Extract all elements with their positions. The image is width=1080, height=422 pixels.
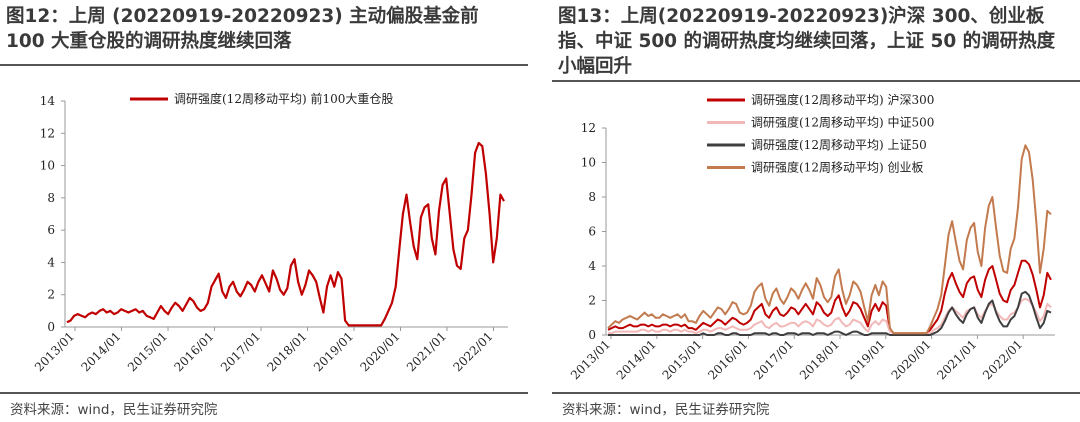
x-tick-label: 2019/01: [311, 329, 356, 374]
x-tick-label: 2022/01: [450, 329, 495, 374]
left-source-rule: [0, 392, 528, 394]
x-tick-label: 2017/01: [218, 329, 263, 374]
y-tick-label: 4: [588, 259, 596, 273]
x-tick-label: 2016/01: [705, 337, 750, 382]
x-tick-label: 2014/01: [78, 329, 123, 374]
x-tick-label: 2016/01: [171, 329, 216, 374]
x-tick-label: 2018/01: [264, 329, 309, 374]
x-tick-label: 2015/01: [125, 329, 170, 374]
legend-label-front100: 调研强度(12周移动平均) 前100大重仓股: [174, 91, 393, 106]
x-tick-label: 2015/01: [660, 337, 705, 382]
legend-label-hs300: 调研强度(12周移动平均) 沪深300: [751, 92, 934, 107]
x-tick-label: 2022/01: [980, 337, 1025, 382]
y-tick-label: 12: [581, 121, 596, 135]
y-tick-label: 10: [581, 156, 596, 170]
y-tick-label: 6: [588, 225, 596, 239]
left-source-note: 资料来源：wind，民生证券研究院: [10, 402, 218, 418]
x-tick-label: 2013/01: [568, 337, 613, 382]
y-tick-label: 0: [588, 328, 596, 342]
x-tick-label: 2021/01: [404, 329, 449, 374]
legend-label-sz50: 调研强度(12周移动平均) 上证50: [751, 137, 927, 152]
series-line-sz50: [608, 290, 1052, 336]
legend-label-cyb: 调研强度(12周移动平均) 创业板: [751, 160, 923, 175]
y-tick-label: 4: [47, 255, 55, 269]
right-chart-panel: 图13：上周(20220919-20220923)沪深 300、创业板指、中证 …: [552, 0, 1080, 422]
y-tick-label: 8: [588, 190, 596, 204]
y-tick-label: 6: [47, 223, 55, 237]
series-line-hs300: [607, 259, 1052, 335]
series-line-front100: [66, 141, 505, 327]
y-tick-label: 14: [40, 94, 56, 108]
y-tick-label: 12: [40, 126, 55, 140]
x-tick-label: 2014/01: [614, 337, 659, 382]
right-chart-title: 图13：上周(20220919-20220923)沪深 300、创业板指、中证 …: [558, 6, 1056, 77]
left-chart-title: 图12：上周 (20220919-20220923) 主动偏股基金前 100 大…: [6, 6, 479, 52]
left-title-rule: [0, 64, 528, 66]
right-source-note: 资料来源：wind，民生证券研究院: [562, 402, 770, 418]
x-tick-label: 2020/01: [357, 329, 402, 374]
x-tick-label: 2019/01: [843, 337, 888, 382]
y-tick-label: 2: [588, 294, 596, 308]
y-tick-label: 0: [47, 320, 55, 334]
x-tick-label: 2017/01: [751, 337, 796, 382]
x-tick-label: 2020/01: [889, 337, 934, 382]
x-tick-label: 2018/01: [797, 337, 842, 382]
series-line-cyb: [607, 144, 1052, 335]
left-chart-panel: 图12：上周 (20220919-20220923) 主动偏股基金前 100 大…: [0, 0, 528, 422]
x-tick-label: 2021/01: [934, 337, 979, 382]
y-tick-label: 10: [40, 159, 55, 173]
x-tick-label: 2013/01: [32, 329, 77, 374]
right-title-rule: [552, 80, 1080, 82]
legend-label-zz500: 调研强度(12周移动平均) 中证500: [751, 115, 934, 130]
right-source-rule: [552, 392, 1080, 394]
y-tick-label: 2: [47, 288, 55, 302]
y-tick-label: 8: [47, 191, 55, 205]
